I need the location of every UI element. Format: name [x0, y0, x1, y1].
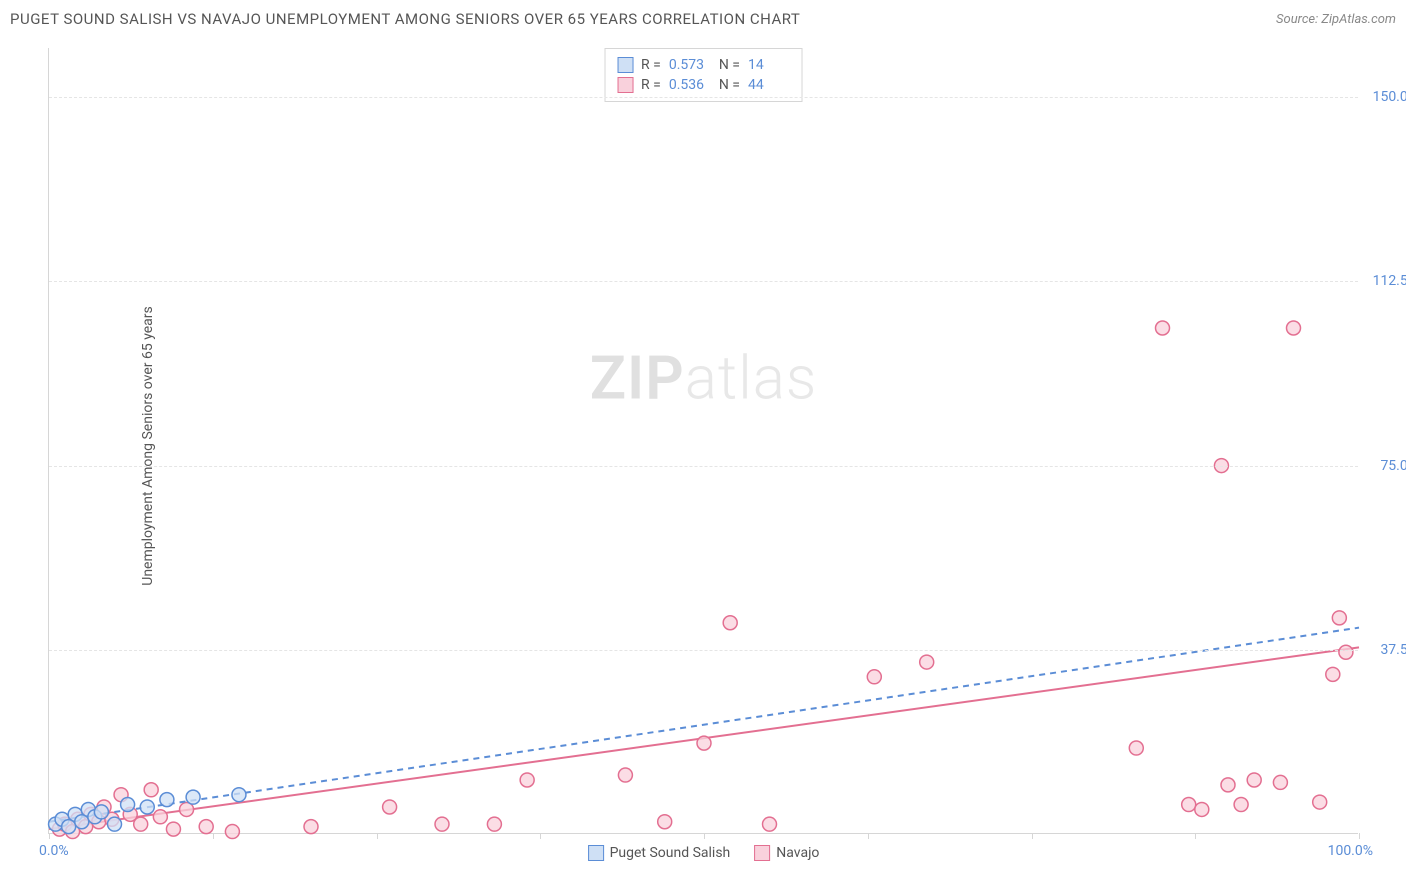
- stat-N-label: N =: [719, 77, 740, 93]
- stat-R-value-s2: 0.536: [669, 77, 711, 93]
- x-axis-max-label: 100.0%: [1328, 843, 1373, 859]
- data-point: [1234, 798, 1248, 812]
- data-point: [1313, 795, 1327, 809]
- x-tick: [704, 833, 705, 839]
- data-point: [1156, 321, 1170, 335]
- data-point: [144, 783, 158, 797]
- data-point: [186, 790, 200, 804]
- gridline: [49, 466, 1358, 467]
- x-tick: [540, 833, 541, 839]
- data-point: [658, 815, 672, 829]
- data-point: [867, 670, 881, 684]
- data-point: [153, 810, 167, 824]
- y-tick-label: 37.5%: [1363, 642, 1406, 658]
- stat-R-label: R =: [641, 57, 661, 73]
- data-point: [920, 655, 934, 669]
- data-point: [1339, 645, 1353, 659]
- stats-box: R = 0.573 N = 14 R = 0.536 N = 44: [604, 48, 803, 102]
- gridline: [49, 281, 1358, 282]
- data-point: [134, 817, 148, 831]
- data-point: [225, 825, 239, 839]
- data-point: [121, 798, 135, 812]
- y-tick-label: 112.5%: [1363, 273, 1406, 289]
- x-tick: [868, 833, 869, 839]
- stats-row-series2: R = 0.536 N = 44: [617, 75, 790, 95]
- stat-N-value-s1: 14: [748, 57, 790, 73]
- x-tick: [1359, 833, 1360, 839]
- data-point: [1247, 773, 1261, 787]
- data-point: [723, 616, 737, 630]
- legend-item-series2: Navajo: [754, 845, 819, 861]
- data-point: [763, 817, 777, 831]
- stat-N-value-s2: 44: [748, 77, 790, 93]
- legend-label-series2: Navajo: [776, 845, 819, 861]
- data-point: [199, 820, 213, 834]
- stat-R-label: R =: [641, 77, 661, 93]
- legend: Puget Sound Salish Navajo: [588, 845, 820, 861]
- data-point: [1332, 611, 1346, 625]
- data-point: [1221, 778, 1235, 792]
- data-point: [383, 800, 397, 814]
- stat-R-value-s1: 0.573: [669, 57, 711, 73]
- data-point: [697, 736, 711, 750]
- chart-title: PUGET SOUND SALISH VS NAVAJO UNEMPLOYMEN…: [10, 10, 800, 28]
- x-tick: [213, 833, 214, 839]
- x-tick: [49, 833, 50, 839]
- x-tick: [1195, 833, 1196, 839]
- x-tick: [1032, 833, 1033, 839]
- legend-swatch-series2-icon: [754, 845, 770, 861]
- data-point: [520, 773, 534, 787]
- data-point: [140, 800, 154, 814]
- x-tick: [377, 833, 378, 839]
- y-tick-label: 75.0%: [1363, 458, 1406, 474]
- gridline: [49, 97, 1358, 98]
- source-label: Source: ZipAtlas.com: [1276, 12, 1396, 27]
- gridline: [49, 650, 1358, 651]
- data-point: [1129, 741, 1143, 755]
- legend-swatch-series1-icon: [588, 845, 604, 861]
- data-point: [435, 817, 449, 831]
- data-point: [108, 817, 122, 831]
- swatch-series1-icon: [617, 57, 633, 73]
- data-point: [618, 768, 632, 782]
- data-point: [1195, 802, 1209, 816]
- legend-label-series1: Puget Sound Salish: [610, 845, 731, 861]
- chart-svg: [49, 48, 1358, 833]
- data-point: [304, 820, 318, 834]
- data-point: [487, 817, 501, 831]
- stats-row-series1: R = 0.573 N = 14: [617, 55, 790, 75]
- data-point: [1326, 667, 1340, 681]
- plot-area: ZIPatlas R = 0.573 N = 14 R = 0.536 N = …: [48, 48, 1358, 834]
- x-axis-min-label: 0.0%: [39, 843, 69, 859]
- data-point: [160, 793, 174, 807]
- stat-N-label: N =: [719, 57, 740, 73]
- swatch-series2-icon: [617, 77, 633, 93]
- y-tick-label: 150.0%: [1363, 89, 1406, 105]
- data-point: [94, 805, 108, 819]
- data-point: [232, 788, 246, 802]
- legend-item-series1: Puget Sound Salish: [588, 845, 731, 861]
- data-point: [1273, 775, 1287, 789]
- data-point: [166, 822, 180, 836]
- data-point: [1182, 798, 1196, 812]
- data-point: [1287, 321, 1301, 335]
